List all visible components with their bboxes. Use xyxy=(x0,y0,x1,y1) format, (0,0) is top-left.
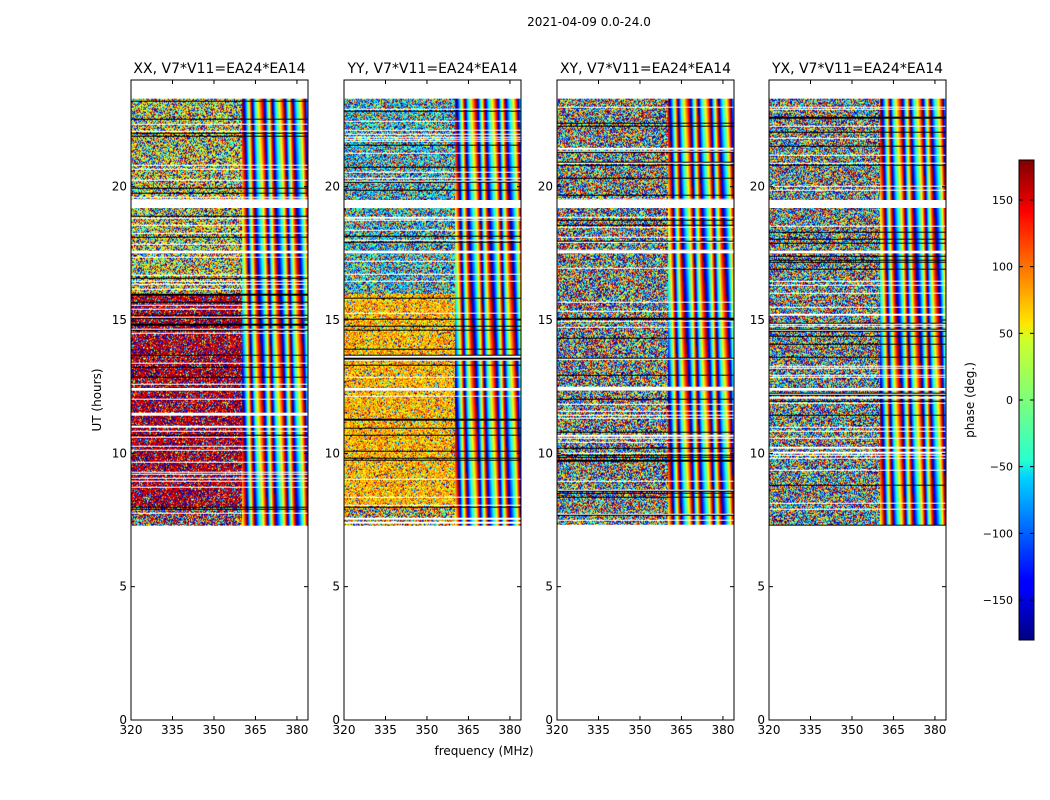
colorbar-tick-label-3: 0 xyxy=(1006,394,1013,407)
panel-yy: YY, V7*V11=EA24*EA14 320 335 350 365 380 0 5 10 1… xyxy=(325,61,522,737)
colorbar-tick-label-1: 100 xyxy=(992,261,1013,274)
flagged-band-yx-2 xyxy=(769,388,946,391)
flagged-band-yx-1 xyxy=(769,200,946,208)
y-tick-label-yx-10: 10 xyxy=(750,446,765,460)
y-axis-label: UT (hours) xyxy=(90,368,104,431)
x-tick-label-yy-380: 380 xyxy=(498,723,521,737)
flagged-band-yy-2 xyxy=(344,388,521,391)
x-tick-label-xy-380: 380 xyxy=(711,723,734,737)
panel-frame-xx xyxy=(130,79,309,721)
y-tick-label-xx-15: 15 xyxy=(112,313,127,327)
x-tick-label-xx-350: 350 xyxy=(203,723,226,737)
colorbar-label: phase (deg.) xyxy=(963,362,977,438)
flagged-band-xy-0 xyxy=(557,250,734,254)
y-tick-label-yx-0: 0 xyxy=(757,713,765,727)
flagged-band-xy-2 xyxy=(557,388,734,391)
panel-title-yx: YX, V7*V11=EA24*EA14 xyxy=(771,61,943,77)
x-tick-label-yx-365: 365 xyxy=(882,723,905,737)
x-tick-label-yx-380: 380 xyxy=(923,723,946,737)
colorbar-ticks: 150 100 50 0 −50 −100 −150 xyxy=(983,194,1034,607)
x-tick-label-yy-320: 320 xyxy=(333,723,356,737)
y-tick-label-xy-0: 0 xyxy=(545,713,553,727)
x-tick-label-xy-335: 335 xyxy=(587,723,610,737)
x-tick-label-xy-350: 350 xyxy=(629,723,652,737)
y-tick-label-xx-10: 10 xyxy=(112,446,127,460)
y-tick-label-yy-5: 5 xyxy=(332,580,340,594)
y-tick-label-yx-5: 5 xyxy=(757,580,765,594)
panels: XX, V7*V11=EA24*EA14 320 335 350 365 380 0 5 10 1… xyxy=(112,61,947,737)
flagged-band-xx-1 xyxy=(131,200,308,208)
flagged-band-xy-1 xyxy=(557,200,734,208)
panel-title-yy: YY, V7*V11=EA24*EA14 xyxy=(346,61,517,77)
y-tick-label-xx-0: 0 xyxy=(119,713,127,727)
y-tick-label-xy-15: 15 xyxy=(538,313,553,327)
flagged-band-yy-1 xyxy=(344,200,521,208)
figure-title: 2021-04-09 0.0-24.0 xyxy=(527,15,651,29)
x-tick-label-xy-320: 320 xyxy=(546,723,569,737)
phase-heatmap-yx xyxy=(769,98,946,526)
y-tick-label-xx-5: 5 xyxy=(119,580,127,594)
panel-xx: XX, V7*V11=EA24*EA14 320 335 350 365 380 0 5 10 1… xyxy=(112,61,309,737)
x-tick-label-xx-380: 380 xyxy=(285,723,308,737)
flagged-band-xx-2 xyxy=(131,388,308,391)
colorbar-tick-label-6: −150 xyxy=(983,594,1013,607)
x-tick-label-xx-320: 320 xyxy=(120,723,143,737)
y-tick-label-xy-20: 20 xyxy=(538,180,553,194)
x-tick-label-yx-335: 335 xyxy=(799,723,822,737)
y-tick-label-yx-15: 15 xyxy=(750,313,765,327)
panel-frame-yx xyxy=(768,79,947,721)
colorbar-tick-label-0: 150 xyxy=(992,194,1013,207)
y-tick-label-yy-0: 0 xyxy=(332,713,340,727)
y-tick-label-yy-10: 10 xyxy=(325,446,340,460)
x-tick-label-xy-365: 365 xyxy=(670,723,693,737)
y-tick-label-yy-20: 20 xyxy=(325,180,340,194)
panel-frame-xy xyxy=(556,79,735,721)
y-tick-label-yx-20: 20 xyxy=(750,180,765,194)
panel-title-xy: XY, V7*V11=EA24*EA14 xyxy=(560,61,731,77)
x-tick-label-yy-335: 335 xyxy=(374,723,397,737)
y-tick-label-xy-5: 5 xyxy=(545,580,553,594)
x-tick-label-yx-350: 350 xyxy=(841,723,864,737)
flagged-band-yy-0 xyxy=(344,250,521,254)
y-tick-label-yy-15: 15 xyxy=(325,313,340,327)
y-tick-label-xx-20: 20 xyxy=(112,180,127,194)
colorbar: 150 100 50 0 −50 −100 −150 phase (deg.) xyxy=(963,159,1035,641)
panel-title-xx: XX, V7*V11=EA24*EA14 xyxy=(133,61,305,77)
panel-yx: YX, V7*V11=EA24*EA14 320 335 350 365 380 0 5 10 1… xyxy=(750,61,947,737)
x-tick-label-yy-365: 365 xyxy=(457,723,480,737)
phase-heatmap-yy xyxy=(344,98,521,526)
panel-frame-yy xyxy=(343,79,522,721)
x-axis-label: frequency (MHz) xyxy=(434,744,533,758)
colorbar-tick-label-5: −100 xyxy=(983,527,1013,540)
phase-heatmap-xy xyxy=(557,98,734,526)
x-tick-label-xx-335: 335 xyxy=(161,723,184,737)
x-tick-label-yx-320: 320 xyxy=(758,723,781,737)
x-tick-label-yy-350: 350 xyxy=(416,723,439,737)
flagged-band-yx-0 xyxy=(769,250,946,254)
phase-heatmap-xx xyxy=(131,98,308,526)
y-tick-label-xy-10: 10 xyxy=(538,446,553,460)
colorbar-tick-label-4: −50 xyxy=(990,461,1013,474)
flagged-band-xx-0 xyxy=(131,250,308,254)
colorbar-tick-label-2: 50 xyxy=(999,327,1013,340)
panel-xy: XY, V7*V11=EA24*EA14 320 335 350 365 380 0 5 10 1… xyxy=(538,61,735,737)
x-tick-label-xx-365: 365 xyxy=(244,723,267,737)
